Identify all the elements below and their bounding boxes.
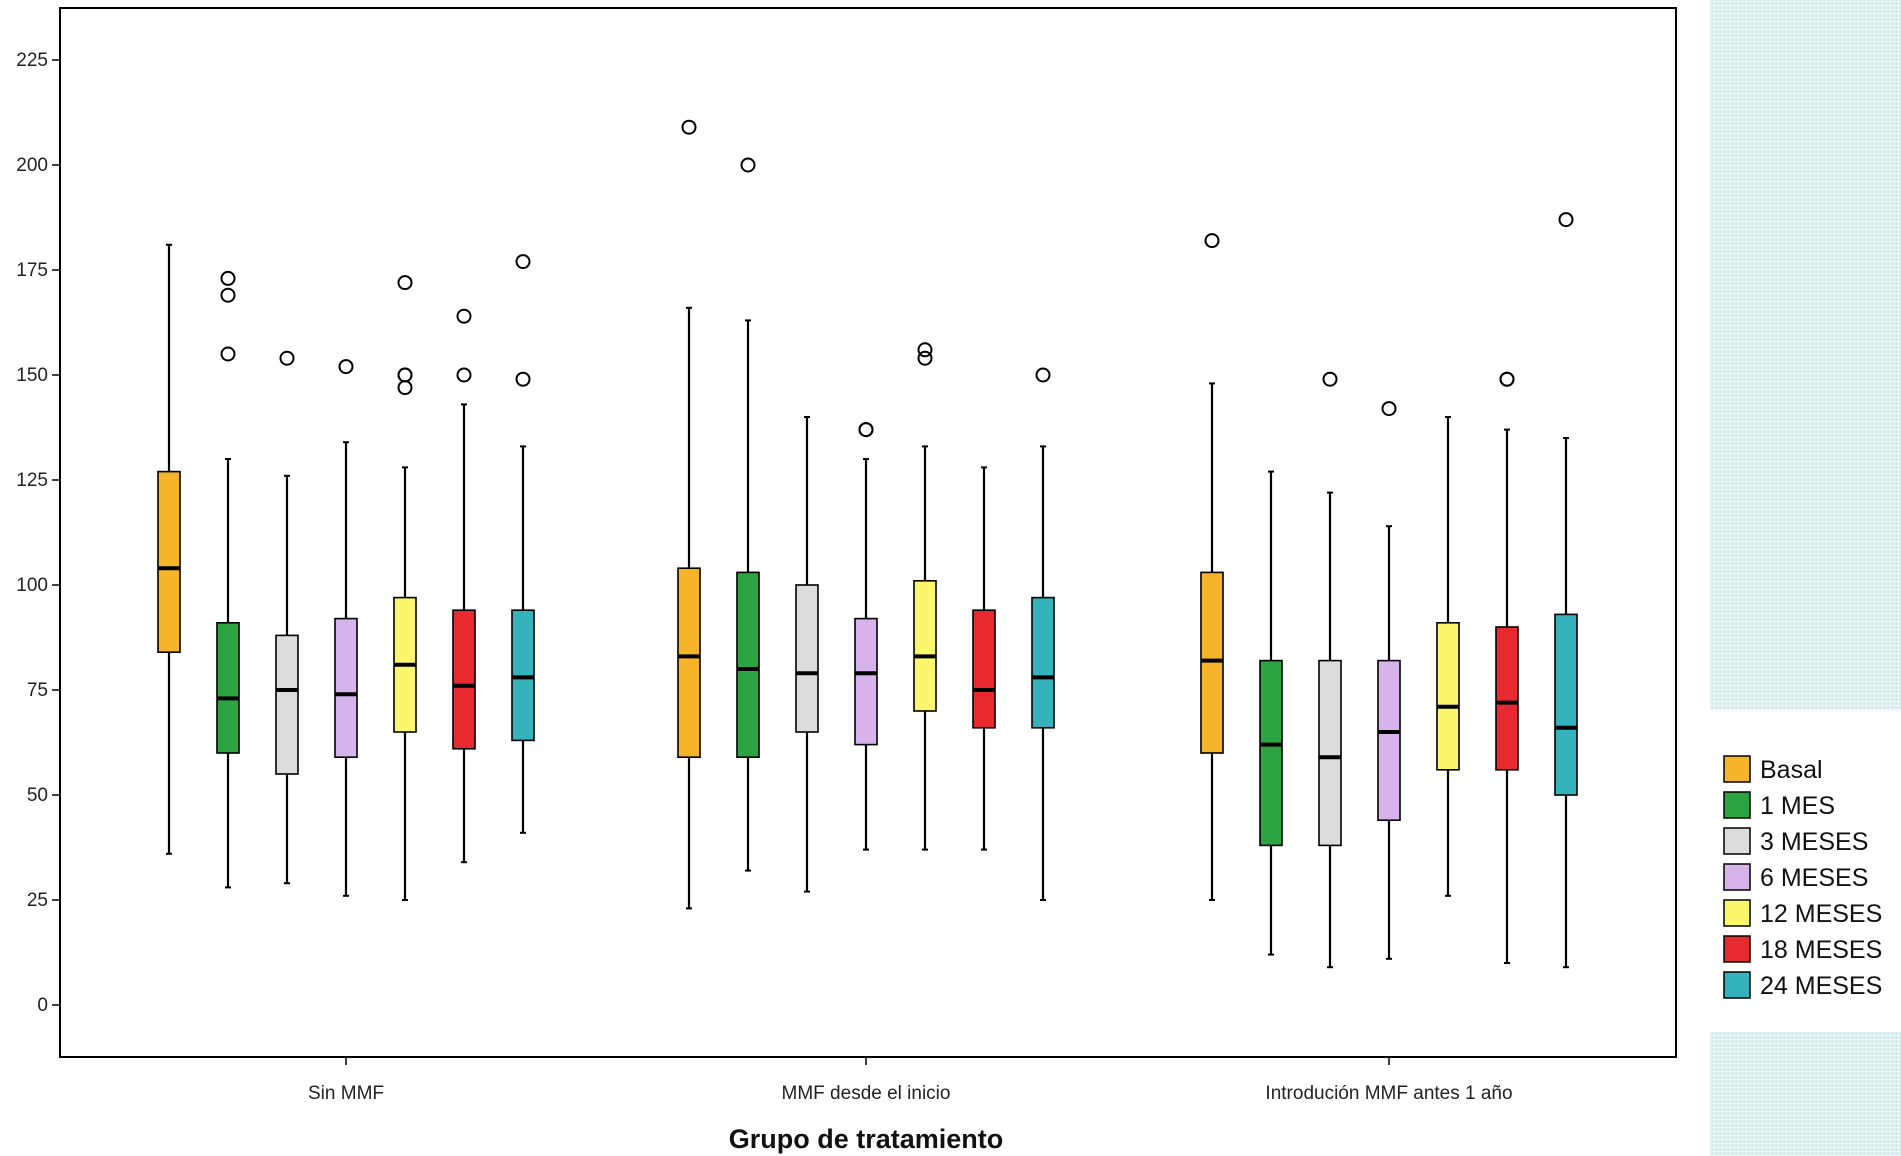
box-6-meses — [1377, 401, 1401, 960]
y-tick-label: 100 — [16, 575, 48, 596]
box-12-meses — [913, 342, 937, 851]
box-body — [216, 621, 240, 754]
box-body — [511, 609, 535, 742]
outlier-point — [1499, 371, 1515, 387]
box-1-mes — [216, 270, 240, 889]
box-basal — [677, 119, 701, 910]
box-24-meses — [1554, 212, 1578, 969]
legend-label: 1 MES — [1760, 792, 1835, 820]
y-tick-label: 50 — [27, 785, 48, 806]
box-body — [736, 571, 760, 759]
box-body — [275, 634, 299, 775]
box-6-meses — [334, 359, 358, 897]
box-body — [1318, 659, 1342, 847]
box-body — [677, 567, 701, 759]
outlier-point — [681, 119, 697, 135]
box-1-mes — [1259, 470, 1283, 956]
box-body — [1495, 626, 1519, 771]
box-body — [972, 609, 996, 729]
box-basal — [157, 243, 181, 855]
box-18-meses — [1495, 371, 1519, 964]
box-body — [334, 617, 358, 758]
y-tick-label: 175 — [16, 260, 48, 281]
x-category-label: MMF desde el inicio — [782, 1083, 951, 1104]
legend-swatch — [1723, 863, 1751, 891]
box-body — [1554, 613, 1578, 796]
outlier-point — [1322, 371, 1338, 387]
outlier-point — [220, 346, 236, 362]
y-tick-label: 225 — [16, 50, 48, 71]
y-tick-label: 0 — [37, 995, 48, 1016]
decorative-pattern-bottom — [1710, 1032, 1901, 1156]
outlier-point — [515, 254, 531, 270]
box-body — [1259, 659, 1283, 847]
y-tick-label: 25 — [27, 890, 48, 911]
outlier-point — [220, 287, 236, 303]
box-body — [1436, 621, 1460, 771]
outlier-point — [1558, 212, 1574, 228]
outlier-point — [917, 342, 933, 358]
outlier-point — [1204, 233, 1220, 249]
box-3-meses — [795, 416, 819, 893]
legend-swatch — [1723, 971, 1751, 999]
box-3-meses — [275, 350, 299, 885]
box-18-meses — [452, 308, 476, 864]
box-12-meses — [393, 275, 417, 901]
legend-swatch — [1723, 755, 1751, 783]
y-tick-label: 150 — [16, 365, 48, 386]
x-category-label: Introdución MMF antes 1 año — [1265, 1083, 1512, 1104]
y-axis: 0 25 50 75 100 125 150 175 200 225 — [16, 50, 60, 1016]
legend-swatch — [1723, 935, 1751, 963]
legend-swatch — [1723, 791, 1751, 819]
legend-label: 24 MESES — [1760, 972, 1882, 1000]
box-1-mes — [736, 157, 760, 872]
legend-swatch — [1723, 827, 1751, 855]
box-body — [795, 584, 819, 733]
legend-swatch — [1723, 899, 1751, 927]
x-axis-title: Grupo de tratamiento — [729, 1124, 1004, 1154]
outlier-point — [858, 422, 874, 438]
legend-label: 3 MESES — [1760, 828, 1868, 856]
plot-area — [59, 7, 1677, 1058]
y-tick-label: 75 — [27, 680, 48, 701]
box-3-meses — [1318, 371, 1342, 969]
outlier-point — [456, 367, 472, 383]
box-body — [913, 579, 937, 712]
box-body — [452, 609, 476, 750]
outlier-point — [338, 359, 354, 375]
box-groups — [157, 119, 1578, 969]
box-24-meses — [1031, 367, 1055, 901]
outlier-point — [515, 371, 531, 387]
box-24-meses — [511, 254, 535, 834]
legend-label: Basal — [1760, 756, 1823, 784]
box-body — [854, 617, 878, 746]
outlier-point — [220, 270, 236, 286]
x-axis: Sin MMF MMF desde el inicio Introdución MM… — [308, 1057, 1513, 1104]
box-body — [1200, 571, 1224, 754]
box-18-meses — [972, 466, 996, 851]
box-body — [1377, 659, 1401, 821]
x-category-label: Sin MMF — [308, 1083, 384, 1104]
legend-label: 6 MESES — [1760, 864, 1868, 892]
outlier-point — [397, 275, 413, 291]
outlier-point — [279, 350, 295, 366]
legend-label: 18 MESES — [1760, 936, 1882, 964]
outlier-point — [740, 157, 756, 173]
outlier-point — [917, 350, 933, 366]
legend: Basal 1 MES 3 MESES 6 MESES 12 MESES 18 MESES… — [1723, 755, 1882, 1000]
box-basal — [1200, 233, 1224, 901]
y-tick-label: 125 — [16, 470, 48, 491]
legend-label: 12 MESES — [1760, 900, 1882, 928]
outlier-point — [397, 367, 413, 383]
outlier-point — [1035, 367, 1051, 383]
box-6-meses — [854, 422, 878, 851]
decorative-pattern-top — [1710, 0, 1901, 710]
box-12-meses — [1436, 416, 1460, 897]
box-body — [157, 470, 181, 654]
outlier-point — [1381, 401, 1397, 417]
y-tick-label: 200 — [16, 155, 48, 176]
outlier-point — [456, 308, 472, 324]
box-body — [1031, 596, 1055, 729]
